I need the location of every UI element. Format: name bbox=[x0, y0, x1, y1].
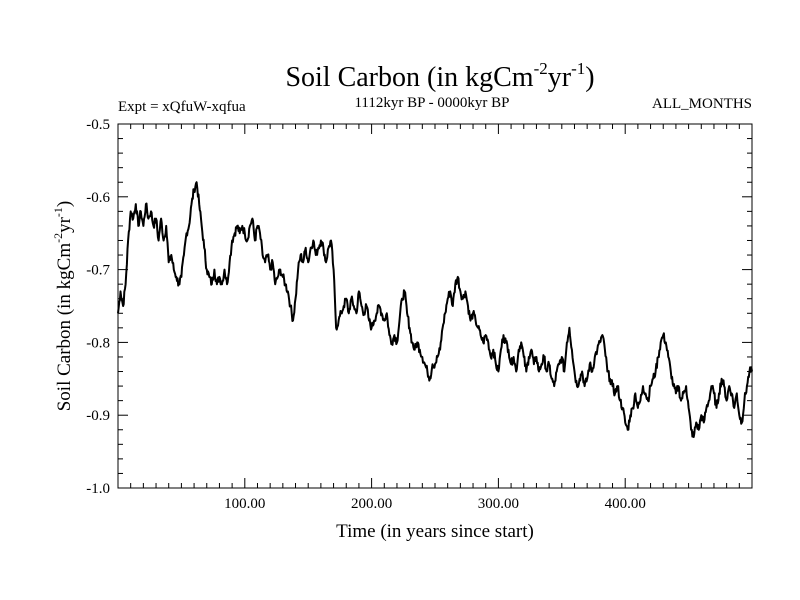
y-tick-label: -1.0 bbox=[86, 481, 110, 497]
y-tick-label: -0.8 bbox=[86, 335, 110, 351]
x-tick-label: 200.00 bbox=[351, 496, 392, 512]
x-tick-label: 100.00 bbox=[224, 496, 265, 512]
series-line bbox=[117, 181, 753, 438]
y-axis-title: Soil Carbon (in kgCm-2yr-1) bbox=[51, 201, 75, 412]
y-tick-label: -0.6 bbox=[86, 190, 110, 206]
chart-title: Soil Carbon (in kgCm-2yr-1) bbox=[285, 59, 594, 93]
x-axis-title: Time (in years since start) bbox=[336, 521, 534, 542]
x-axis: 100.00 200.00 300.00 400.00 bbox=[130, 124, 740, 512]
x-tick-label: 300.00 bbox=[478, 496, 519, 512]
plot-frame bbox=[117, 123, 753, 489]
time-range-label: 1112kyr BP - 0000kyr BP bbox=[354, 95, 509, 111]
y-tick-label: -0.9 bbox=[86, 408, 110, 424]
y-tick-label: -0.5 bbox=[86, 117, 110, 133]
y-axis: -0.5 -0.6 -0.7 -0.8 -0.9 -1.0 bbox=[86, 117, 752, 497]
experiment-label: Expt = xQfuW-xqfua bbox=[118, 99, 246, 115]
x-tick-label: 400.00 bbox=[605, 496, 646, 512]
months-label: ALL_MONTHS bbox=[652, 96, 752, 112]
y-tick-label: -0.7 bbox=[86, 263, 110, 279]
